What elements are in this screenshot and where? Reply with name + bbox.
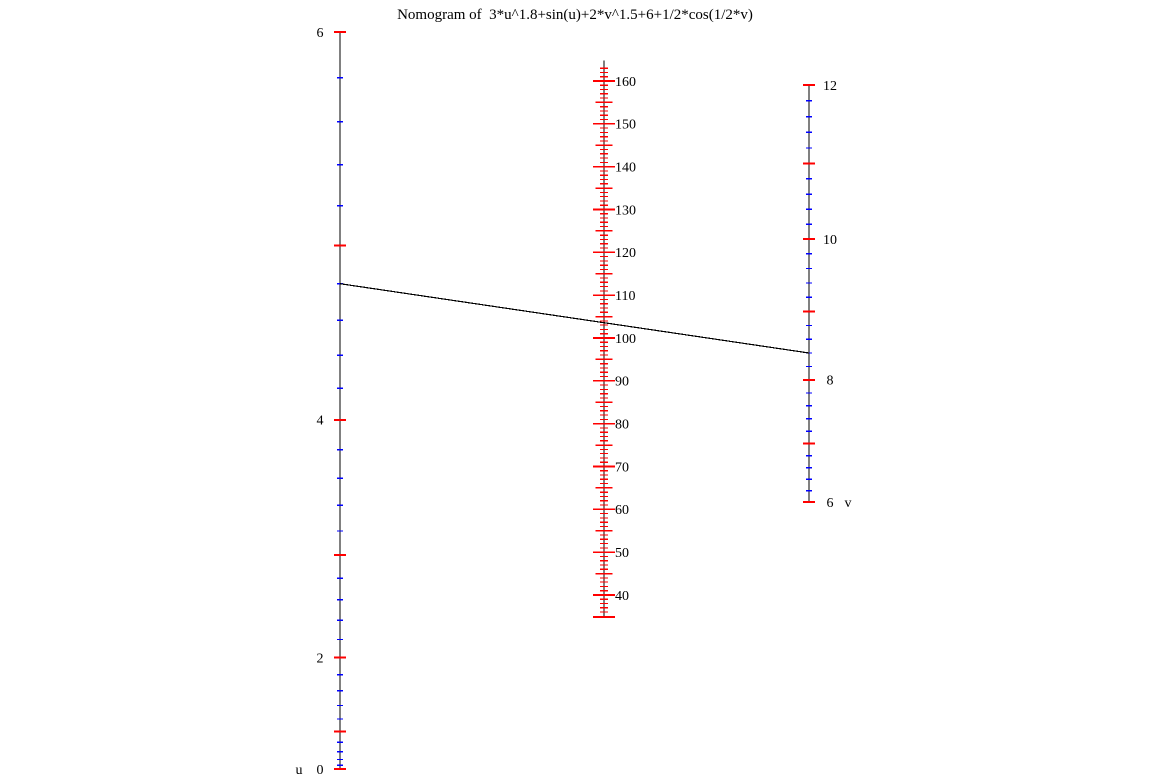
u-scale-label: 6	[317, 26, 324, 41]
w-scale-label: 70	[615, 460, 629, 475]
v-scale-label: 6	[827, 496, 834, 511]
u-scale-label: 4	[317, 414, 324, 429]
v-scale-label: 8	[827, 374, 834, 389]
chart-title: Nomogram of 3*u^1.8+sin(u)+2*v^1.5+6+1/2…	[397, 7, 753, 23]
u-scale-label: 0	[317, 763, 324, 778]
w-scale-label: 60	[615, 503, 629, 518]
w-scale-label: 40	[615, 589, 629, 604]
w-scale-label: 130	[615, 203, 636, 218]
v-scale-label: 12	[823, 79, 837, 94]
v-axis-name: v	[845, 496, 852, 511]
v-scale-label: 10	[823, 233, 837, 248]
w-scale-label: 50	[615, 546, 629, 561]
w-scale-label: 140	[615, 161, 636, 176]
w-scale-label: 160	[615, 75, 636, 90]
w-scale-label: 120	[615, 246, 636, 261]
w-scale-label: 80	[615, 418, 629, 433]
w-scale-label: 100	[615, 332, 636, 347]
u-axis-name: u	[296, 763, 303, 778]
isopleth-line	[339, 283, 810, 354]
u-scale-label: 2	[317, 652, 324, 667]
w-scale-label: 90	[615, 375, 629, 390]
w-scale-label: 150	[615, 118, 636, 133]
w-scale-label: 110	[615, 289, 635, 304]
